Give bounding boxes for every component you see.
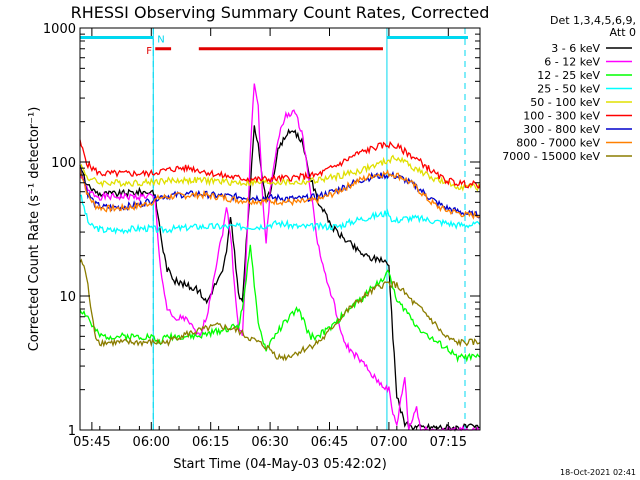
series-line bbox=[79, 125, 481, 432]
x-tick-label: 07:00 bbox=[370, 435, 407, 450]
series-7000-15000-kev bbox=[79, 258, 481, 362]
series-100-300-kev bbox=[79, 139, 481, 189]
x-tick-label: 06:00 bbox=[133, 435, 170, 450]
series-25-50-kev bbox=[79, 194, 481, 235]
legend-header: Det 1,3,4,5,6,9, bbox=[550, 14, 636, 27]
legend-entry-label: 100 - 300 keV bbox=[523, 110, 600, 123]
legend-entry-label: 25 - 50 keV bbox=[537, 83, 600, 96]
legend-entry-label: 12 - 25 keV bbox=[537, 69, 600, 82]
x-tick-label: 06:30 bbox=[251, 435, 288, 450]
night-bar-label: N bbox=[157, 34, 164, 45]
plot-area: NF bbox=[79, 28, 481, 432]
legend-header: Att 0 bbox=[610, 26, 636, 39]
chart-title: RHESSI Observing Summary Count Rates, Co… bbox=[71, 3, 490, 22]
series-50-100-kev bbox=[79, 154, 481, 192]
x-tick-label: 07:15 bbox=[430, 435, 467, 450]
flare-bar-label: F bbox=[146, 46, 152, 57]
y-tick-label: 100 bbox=[51, 156, 76, 171]
series-line bbox=[79, 258, 481, 362]
x-tick-label: 05:45 bbox=[73, 435, 110, 450]
legend-entry-label: 800 - 7000 keV bbox=[516, 137, 600, 150]
series-line bbox=[79, 139, 481, 189]
y-tick-label: 1000 bbox=[43, 22, 76, 37]
legend-entry-label: 50 - 100 keV bbox=[530, 96, 600, 109]
series-line bbox=[79, 194, 481, 235]
y-axis: 1 10 100 1000 bbox=[43, 22, 480, 439]
series-line bbox=[79, 167, 481, 220]
x-tick-label: 06:15 bbox=[192, 435, 229, 450]
x-axis: 05:45 06:00 06:15 06:30 06:45 07:00 07:15 bbox=[73, 28, 477, 450]
timestamp-label: 18-Oct-2021 02:41 bbox=[560, 468, 636, 477]
legend-entry-label: 6 - 12 keV bbox=[544, 56, 600, 69]
series-12-25-kev bbox=[79, 244, 481, 363]
x-axis-label: Start Time (04-May-03 05:42:02) bbox=[173, 457, 387, 472]
series-line bbox=[79, 154, 481, 192]
legend-entry-label: 300 - 800 keV bbox=[523, 123, 600, 136]
legend-entry-label: 3 - 6 keV bbox=[551, 42, 600, 55]
plot-frame bbox=[79, 27, 481, 431]
series-line bbox=[79, 244, 481, 363]
y-axis-label: Corrected Count Rate (s⁻¹ detector⁻¹) bbox=[27, 107, 42, 352]
y-tick-label: 1 bbox=[68, 424, 76, 439]
series-800-7000-kev bbox=[79, 167, 481, 220]
series-line bbox=[79, 83, 481, 432]
x-tick-label: 06:45 bbox=[311, 435, 348, 450]
series-3-6-kev bbox=[79, 125, 481, 432]
legend-entry-label: 7000 - 15000 keV bbox=[502, 150, 600, 163]
y-tick-label: 10 bbox=[59, 290, 76, 305]
series-6-12-kev bbox=[79, 83, 481, 432]
